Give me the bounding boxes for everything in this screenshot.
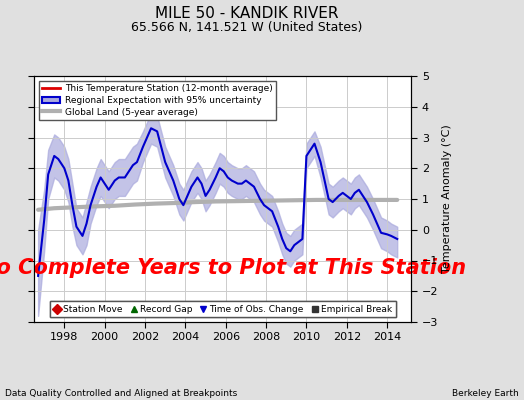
Text: 65.566 N, 141.521 W (United States): 65.566 N, 141.521 W (United States) — [130, 21, 362, 34]
Text: MILE 50 - KANDIK RIVER: MILE 50 - KANDIK RIVER — [155, 6, 338, 21]
Text: Berkeley Earth: Berkeley Earth — [452, 389, 519, 398]
Text: Data Quality Controlled and Aligned at Breakpoints: Data Quality Controlled and Aligned at B… — [5, 389, 237, 398]
Legend: Station Move, Record Gap, Time of Obs. Change, Empirical Break: Station Move, Record Gap, Time of Obs. C… — [50, 301, 396, 318]
Y-axis label: Temperature Anomaly (°C): Temperature Anomaly (°C) — [442, 125, 452, 273]
Text: No Complete Years to Plot at This Station: No Complete Years to Plot at This Statio… — [0, 258, 466, 278]
